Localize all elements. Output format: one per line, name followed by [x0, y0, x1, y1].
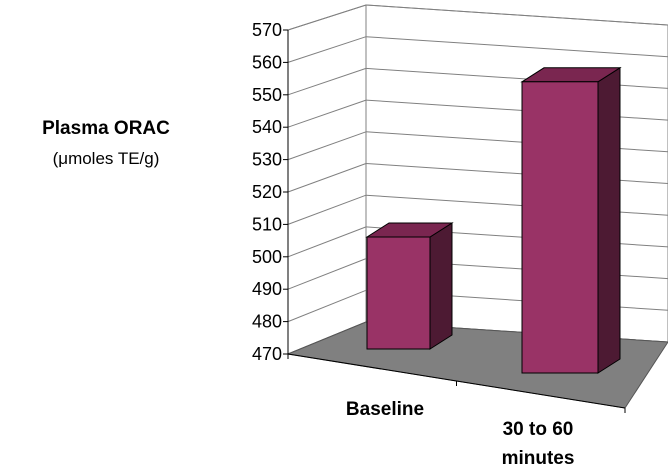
y-tick-label: 490: [252, 279, 282, 299]
gridline-side: [287, 4, 367, 31]
gridline-side: [287, 131, 367, 161]
y-axis-title: Plasma ORAC: [42, 118, 170, 139]
x-category-label: Baseline: [346, 399, 424, 420]
gridline-back: [365, 36, 668, 58]
gridline-side: [287, 67, 367, 96]
gridline-back: [365, 4, 668, 26]
gridline-side: [287, 163, 367, 193]
y-tick-label: 520: [252, 182, 282, 202]
y-axis-unit: (μmoles TE/g): [52, 149, 160, 168]
y-tick-label: 550: [252, 85, 282, 105]
gridline-side: [287, 36, 367, 63]
gridline-side: [287, 194, 367, 225]
gridline-side: [287, 226, 367, 258]
bar: [521, 81, 599, 374]
side-wall: [287, 4, 367, 355]
y-tick-label: 530: [252, 150, 282, 170]
y-tick-label: 570: [252, 20, 282, 40]
y-tick-label: 470: [252, 344, 282, 364]
gridline-side: [287, 289, 367, 323]
bar-side: [597, 66, 621, 374]
gridline-side: [287, 258, 367, 290]
bar-side: [429, 222, 453, 350]
bar: [366, 236, 431, 350]
y-tick-label: 500: [252, 247, 282, 267]
x-category-label: 30 to 60: [503, 419, 574, 440]
y-tick-label: 560: [252, 52, 282, 72]
y-tick-label: 510: [252, 214, 282, 234]
y-tick-label: 540: [252, 117, 282, 137]
y-tick-label: 480: [252, 312, 282, 332]
x-category-label: minutes: [502, 448, 575, 469]
gridline-side: [287, 99, 367, 128]
